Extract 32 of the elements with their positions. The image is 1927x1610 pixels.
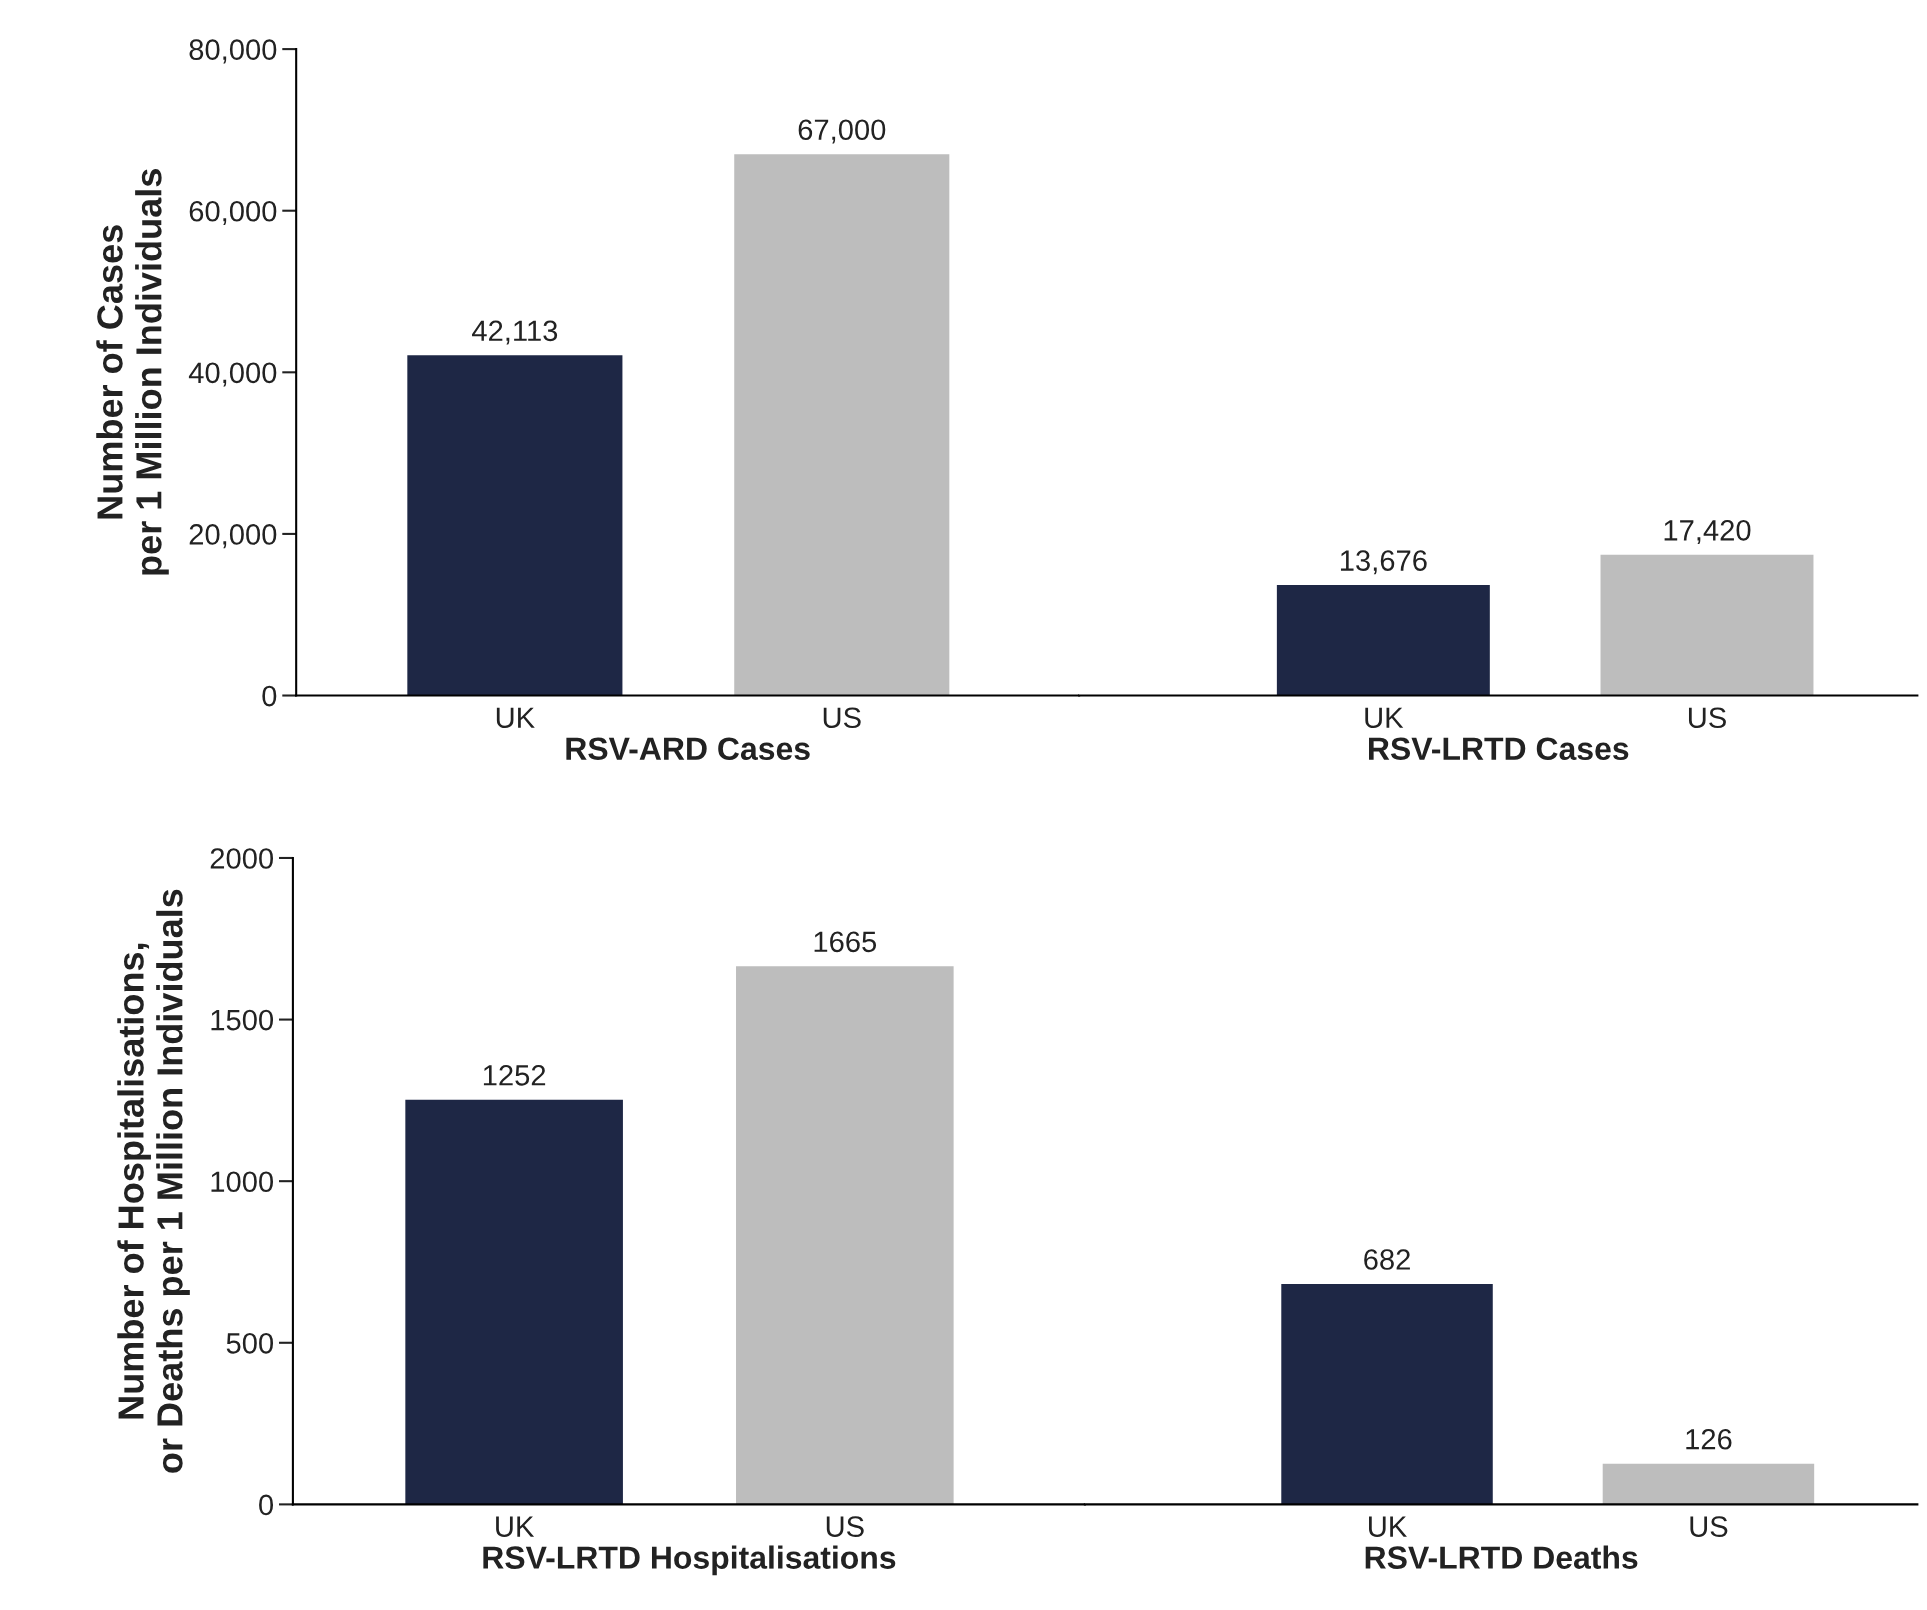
y-tick-label: 2000 <box>210 848 274 869</box>
x-axis-title: RSV-LRTD Hospitalisations <box>483 1545 896 1576</box>
x-tick-label: UK <box>1365 707 1404 729</box>
x-axis-title: RSV-LRTD Deaths <box>1365 1545 1638 1569</box>
y-tick-label: 0 <box>262 685 277 707</box>
y-tick-label: 1000 <box>211 1171 274 1193</box>
x-tick-label: US <box>823 707 861 729</box>
data-label: 1252 <box>483 1064 546 1086</box>
x-tick-label: US <box>1688 707 1726 729</box>
y-axis-title: Number of Cases per 1 Million Individuals <box>96 169 169 575</box>
y-tick-label: 60,000 <box>189 200 277 226</box>
data-label: 682 <box>1364 1249 1410 1270</box>
x-axis-title: RSV-LRTD Cases <box>1369 737 1629 761</box>
x-tick-label: UK <box>496 1516 535 1537</box>
y-tick-label: 20,000 <box>189 524 277 549</box>
y-tick-label: 500 <box>226 1332 274 1354</box>
data-label: 42,113 <box>472 320 558 345</box>
y-tick-label: 1500 <box>211 1009 274 1031</box>
data-label: 13,676 <box>1340 550 1427 575</box>
y-tick-label: 0 <box>259 1494 274 1516</box>
data-label: 1665 <box>814 931 877 953</box>
data-label: 126 <box>1686 1428 1732 1450</box>
x-axis-title: RSV-ARD Cases <box>566 737 810 761</box>
x-tick-label: UK <box>1369 1516 1407 1537</box>
y-axis-title: Number of Hospitalisations, or Deaths per 1 Million Individuals <box>117 889 190 1473</box>
x-tick-label: US <box>826 1516 864 1537</box>
x-tick-label: UK <box>496 707 535 729</box>
data-label: 67,000 <box>798 119 886 144</box>
x-tick-label: US <box>1690 1516 1728 1537</box>
data-label: 17,420 <box>1664 520 1751 545</box>
y-tick-label: 40,000 <box>188 362 277 387</box>
y-tick-label: 80,000 <box>189 39 277 64</box>
